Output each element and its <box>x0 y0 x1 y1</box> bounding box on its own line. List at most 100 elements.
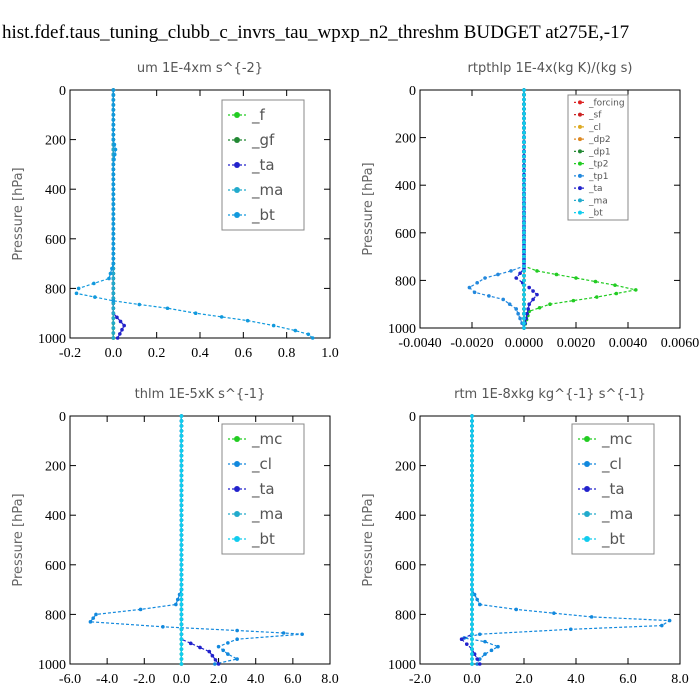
data-point <box>535 293 539 297</box>
data-point <box>112 197 116 201</box>
legend-label: _bt <box>251 206 275 225</box>
data-point <box>470 573 474 577</box>
series-ta <box>514 88 538 330</box>
data-point <box>475 598 479 602</box>
data-point <box>531 289 535 293</box>
data-point <box>522 193 526 197</box>
x-tick-label: -6.0 <box>59 672 81 687</box>
data-point <box>470 588 474 592</box>
legend: _forcing_sf_cl_dp2_dp1_tp2_tp1_ta_ma_bt <box>568 95 628 220</box>
data-point <box>180 618 184 622</box>
data-point <box>112 227 116 231</box>
data-point <box>110 267 114 271</box>
data-point <box>470 424 474 428</box>
data-point <box>300 632 304 636</box>
data-point <box>522 150 526 154</box>
data-point <box>180 637 184 641</box>
data-point <box>107 277 111 281</box>
legend-label: _bt <box>601 530 625 549</box>
data-point <box>180 657 184 661</box>
y-tick-label: 800 <box>45 282 66 297</box>
data-point <box>217 645 221 649</box>
data-point <box>112 242 116 246</box>
data-point <box>470 568 474 572</box>
legend-marker <box>234 461 240 467</box>
legend-marker <box>234 162 240 168</box>
y-axis-label: Pressure [hPa] <box>361 162 376 255</box>
data-point <box>112 321 116 325</box>
data-point <box>112 277 116 281</box>
data-point <box>120 328 124 332</box>
data-point <box>235 629 239 633</box>
legend-marker <box>234 511 240 517</box>
data-point <box>115 316 119 320</box>
data-point <box>112 292 116 296</box>
x-tick-label: 0.2 <box>148 346 166 361</box>
data-point <box>470 513 474 517</box>
data-point <box>180 439 184 443</box>
data-point <box>112 113 116 117</box>
data-point <box>522 131 526 135</box>
data-point <box>112 98 116 102</box>
y-tick-label: 400 <box>45 509 66 524</box>
data-point <box>194 311 198 315</box>
data-point <box>112 247 116 251</box>
data-point <box>112 287 116 291</box>
data-point <box>112 257 116 261</box>
x-tick-label: 2.0 <box>515 672 533 687</box>
legend-label: _cl <box>601 455 622 474</box>
data-point <box>569 627 573 631</box>
legend-label: _sf <box>588 111 602 121</box>
data-point <box>112 118 116 122</box>
y-tick-label: 200 <box>395 132 416 147</box>
data-point <box>470 618 474 622</box>
data-point <box>180 558 184 562</box>
x-tick-label: -2.0 <box>409 672 431 687</box>
data-point <box>94 613 98 617</box>
data-point <box>470 583 474 587</box>
data-point <box>470 632 474 636</box>
data-point <box>180 479 184 483</box>
data-point <box>180 627 184 631</box>
data-point <box>235 637 239 641</box>
data-point <box>516 312 520 316</box>
legend-marker <box>234 536 240 542</box>
data-point <box>615 292 619 296</box>
data-point <box>478 632 482 636</box>
data-point <box>112 207 116 211</box>
data-point <box>112 182 116 186</box>
panel-title: thlm 1E-5xK s^{-1} <box>135 387 266 402</box>
data-point <box>483 276 487 280</box>
data-point <box>634 288 638 292</box>
data-point <box>180 528 184 532</box>
data-point <box>180 494 184 498</box>
data-point <box>522 217 526 221</box>
data-point <box>180 583 184 587</box>
x-tick-label: 0.8 <box>278 346 296 361</box>
data-point <box>180 503 184 507</box>
data-point <box>112 311 116 315</box>
y-tick-label: 400 <box>45 183 66 198</box>
data-point <box>112 168 116 172</box>
data-point <box>508 302 512 306</box>
data-point <box>470 454 474 458</box>
x-tick-label: 0.0 <box>463 672 481 687</box>
data-point <box>527 286 531 290</box>
x-tick-label: -0.2 <box>59 346 81 361</box>
data-point <box>613 283 617 287</box>
data-point <box>531 298 535 302</box>
data-point <box>166 306 170 310</box>
x-tick-label: 6.0 <box>284 672 302 687</box>
data-point <box>112 237 116 241</box>
data-point <box>522 183 526 187</box>
data-point <box>470 598 474 602</box>
data-point <box>112 173 116 177</box>
data-point <box>112 331 116 335</box>
data-point <box>198 646 202 650</box>
data-point <box>470 439 474 443</box>
data-point <box>180 459 184 463</box>
legend-label: _dp2 <box>588 135 611 145</box>
data-point <box>112 138 116 142</box>
data-point <box>113 153 117 157</box>
legend-label: _ma <box>251 505 283 524</box>
